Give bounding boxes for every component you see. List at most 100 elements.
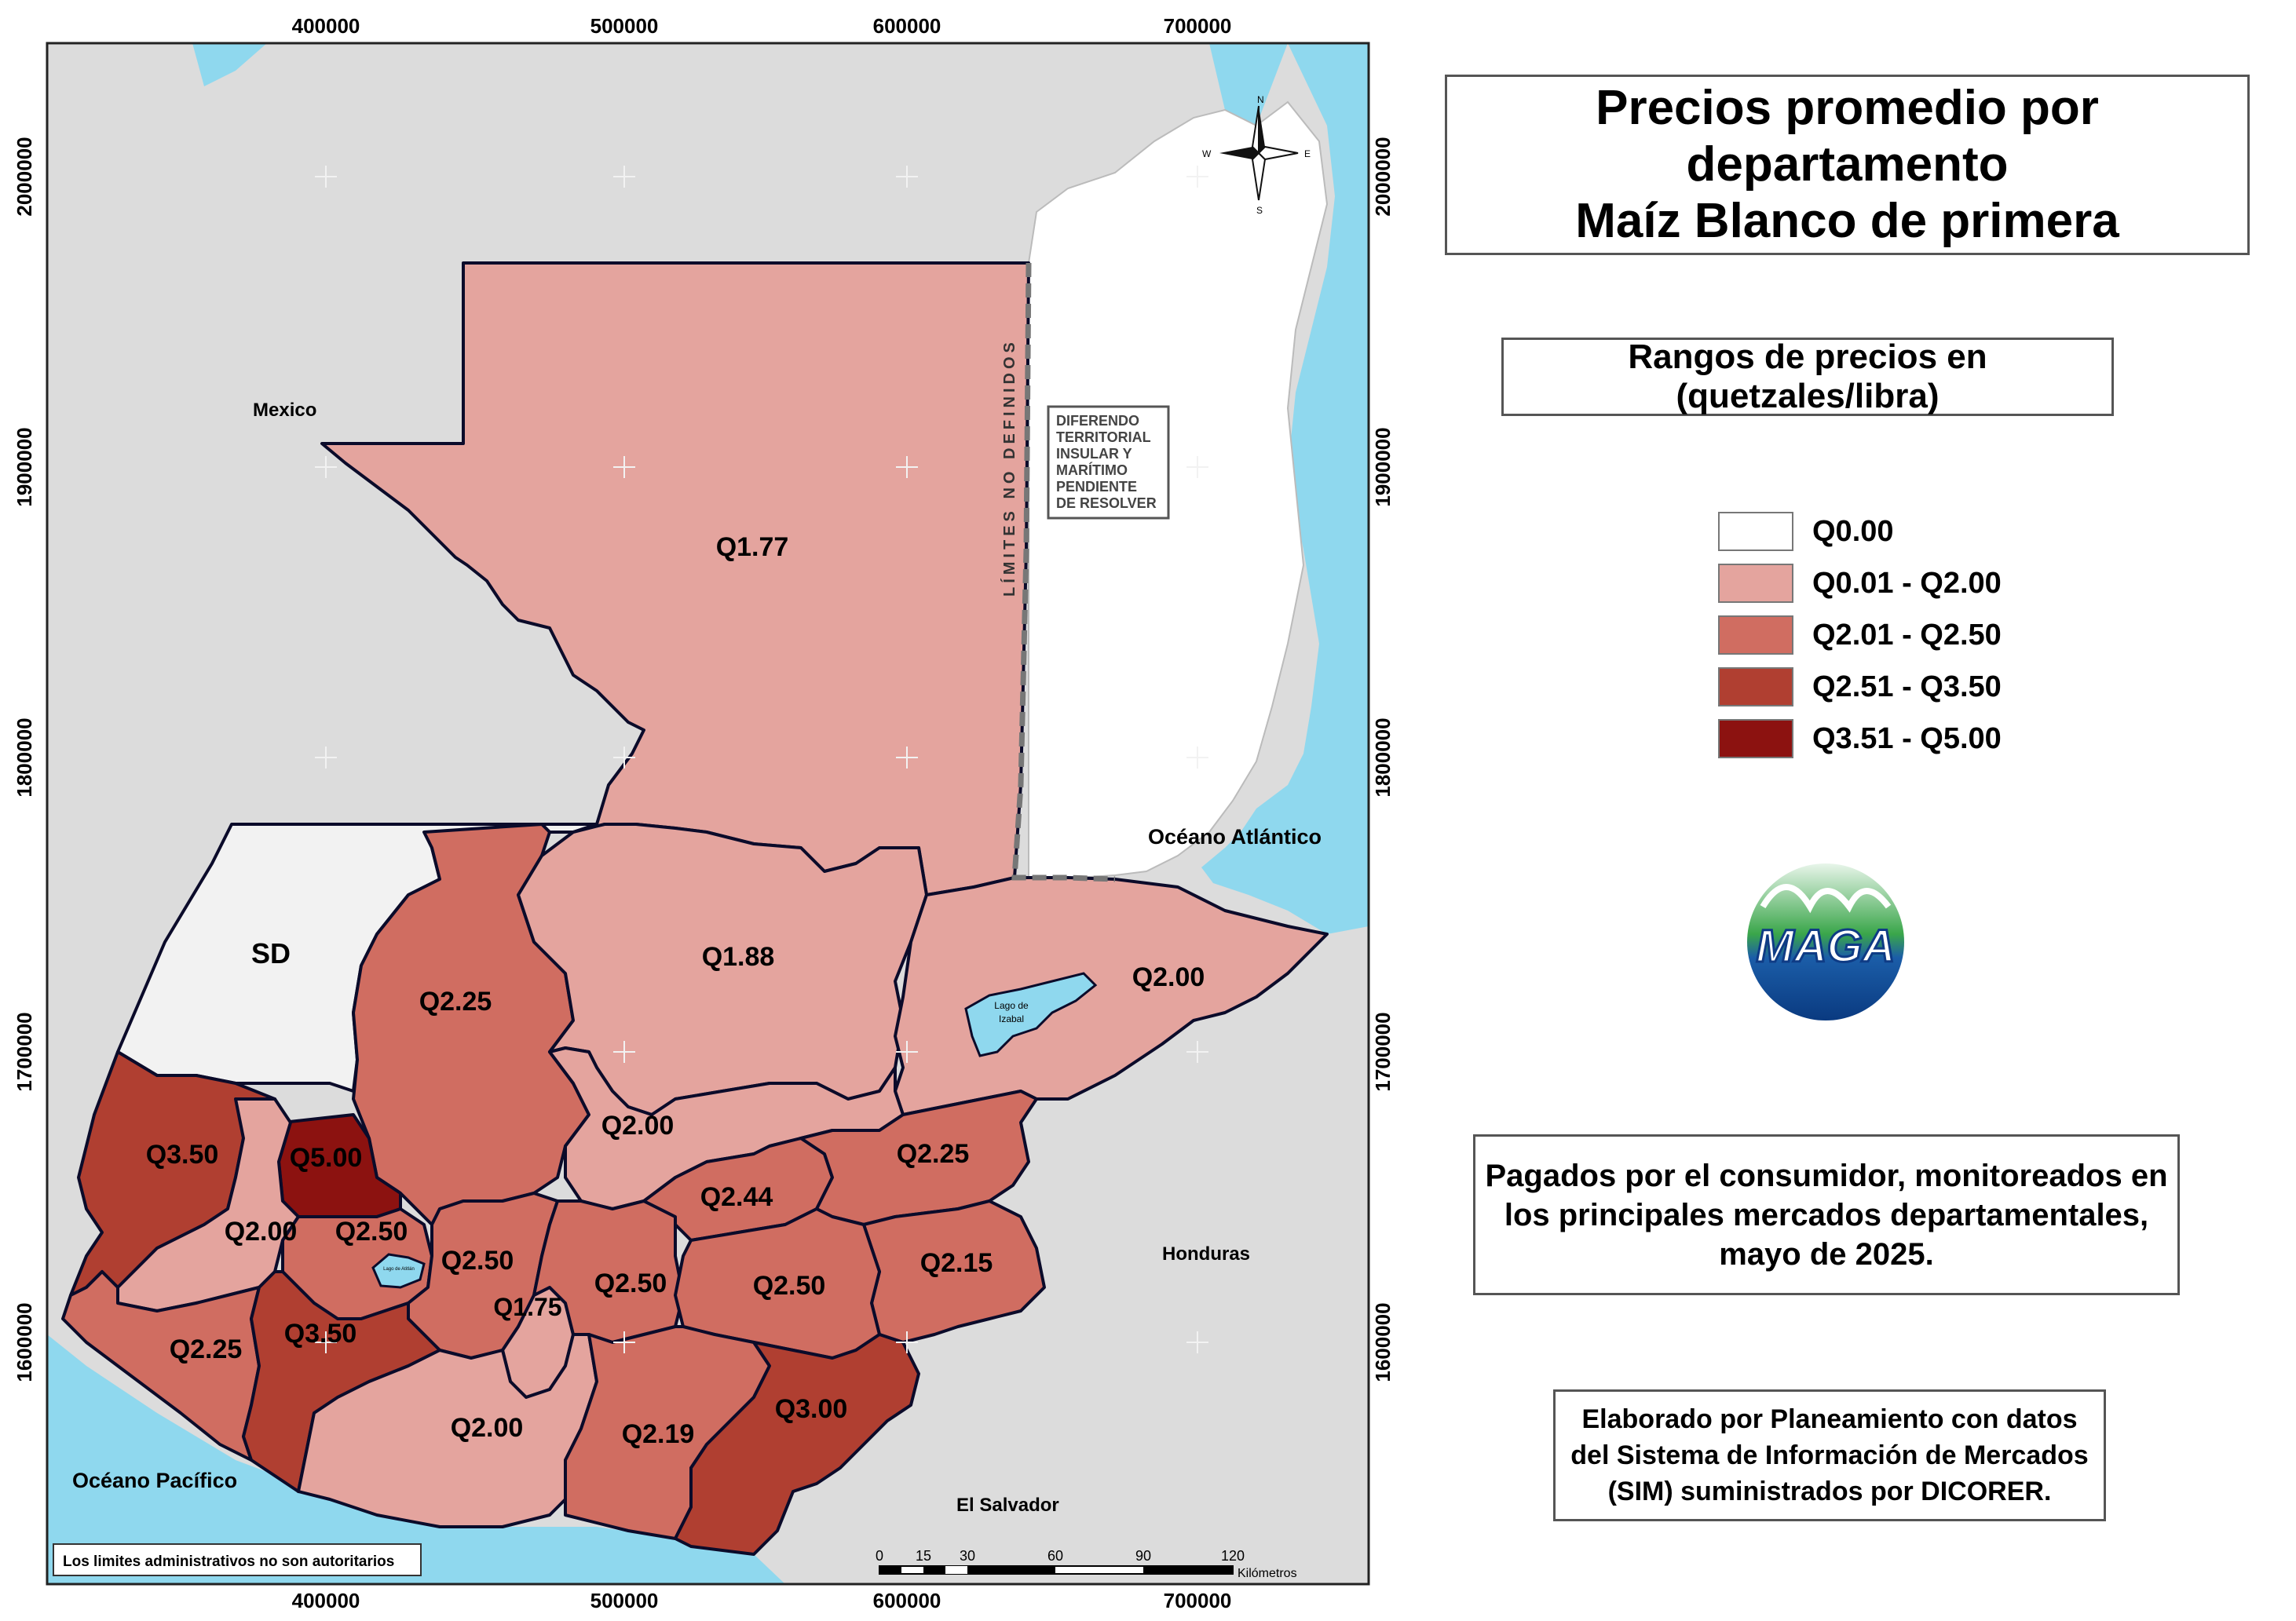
- legend: Q0.00 Q0.01 - Q2.00 Q2.01 - Q2.50 Q2.51 …: [1718, 506, 2002, 765]
- dispute-line: DIFERENDO: [1056, 413, 1139, 429]
- y-tick-left: 1600000: [13, 1302, 36, 1382]
- legend-swatch: [1718, 719, 1793, 758]
- x-tick-top: 700000: [1164, 14, 1232, 38]
- price-label: Q2.44: [700, 1182, 773, 1212]
- y-tick-left: 1900000: [13, 427, 36, 506]
- disclaimer-text: Los limites administrativos no son autor…: [63, 1553, 394, 1570]
- belize-coast-water: [1209, 43, 1288, 126]
- department-labels: Q1.77 SD Q2.25 Q1.88 Q2.00 Q2.00 Q3.50 Q5.00 Q2.…: [146, 532, 1205, 1449]
- scale-tick: 30: [960, 1548, 975, 1564]
- price-label: Q1.75: [493, 1293, 561, 1321]
- price-label: Q2.50: [753, 1271, 826, 1301]
- x-tick-top: 600000: [873, 14, 941, 38]
- price-label: Q2.50: [335, 1217, 408, 1247]
- department-jutiapa: [674, 1333, 920, 1556]
- legend-label: Q2.51 - Q3.50: [1812, 670, 2002, 703]
- price-label: Q2.25: [897, 1139, 970, 1169]
- limits-undefined-text: LÍMITES NO DEFINIDOS: [1000, 338, 1018, 597]
- departments-layer: [61, 261, 1329, 1556]
- caribbean-sea: [1201, 43, 1369, 934]
- compass-e: E: [1304, 148, 1311, 159]
- credit-line-1: Elaborado por Planeamiento con datos: [1581, 1404, 2078, 1434]
- price-label: Q2.00: [1132, 962, 1205, 992]
- x-tick-top: 400000: [292, 14, 360, 38]
- y-tick-left: 1700000: [13, 1012, 36, 1091]
- logo-text: MAGA: [1756, 921, 1895, 972]
- info-line-2: los principales mercados departamentales…: [1504, 1197, 2149, 1232]
- scale-unit: Kilómetros: [1238, 1567, 1297, 1580]
- info-line-1: Pagados por el consumidor, monitoreados …: [1485, 1158, 2168, 1193]
- x-tick-bottom: 500000: [590, 1589, 659, 1612]
- y-tick-right: 1600000: [1371, 1302, 1395, 1382]
- y-tick-right: 1900000: [1371, 427, 1395, 506]
- legend-item: Q2.01 - Q2.50: [1718, 609, 2002, 661]
- legend-label: Q2.01 - Q2.50: [1812, 618, 2002, 652]
- dispute-box: [1047, 405, 1170, 520]
- range-heading-box: Rangos de precios en (quetzales/libra): [1501, 338, 2114, 416]
- maga-logo: MAGA: [1747, 863, 1904, 1020]
- price-label: Q3.50: [146, 1140, 219, 1170]
- label-lago-izabal-2: Izabal: [999, 1013, 1024, 1024]
- price-label: Q2.00: [601, 1111, 675, 1141]
- scale-bar: 0 15 30 60 90 120 Kilómetros: [876, 1548, 1297, 1580]
- range-heading: Rangos de precios en (quetzales/libra): [1628, 338, 1987, 415]
- price-label: Q3.50: [284, 1319, 357, 1349]
- price-label: Q2.25: [419, 987, 492, 1017]
- price-label: Q2.50: [441, 1246, 514, 1276]
- price-label: Q3.00: [775, 1394, 848, 1424]
- north-arrow-icon: N S E W: [1202, 94, 1311, 216]
- graticule: [315, 166, 1208, 1353]
- legend-swatch: [1718, 564, 1793, 603]
- dispute-line: MARÍTIMO: [1056, 462, 1128, 478]
- legend-label: Q0.01 - Q2.00: [1812, 566, 2002, 600]
- label-lago-izabal-1: Lago de: [994, 1000, 1029, 1011]
- label-mexico: Mexico: [253, 400, 316, 421]
- pacific-ocean: [47, 1334, 785, 1584]
- department-izabal: [894, 876, 1329, 1116]
- y-tick-right: 2000000: [1371, 137, 1395, 216]
- price-label: Q2.50: [594, 1269, 667, 1298]
- info-box: Pagados por el consumidor, monitoreados …: [1473, 1134, 2180, 1295]
- legend-swatch: [1718, 512, 1793, 551]
- dispute-line: INSULAR Y: [1056, 446, 1132, 462]
- legend-item: Q0.00: [1718, 506, 2002, 557]
- price-label: SD: [251, 937, 291, 969]
- scale-tick: 60: [1047, 1548, 1063, 1564]
- title-line-1: Precios promedio por departamento: [1596, 81, 2099, 192]
- label-lago-atitlan: Lago de Atitlán: [383, 1267, 415, 1272]
- compass-w: W: [1202, 148, 1212, 159]
- y-tick-left: 2000000: [13, 137, 36, 216]
- credit-line-2: del Sistema de Información de Mercados: [1570, 1440, 2089, 1470]
- price-label: Q1.77: [716, 532, 789, 562]
- label-oceano-atlantico: Océano Atlántico: [1148, 825, 1322, 849]
- title-line-2: Maíz Blanco de primera: [1575, 194, 2119, 248]
- legend-swatch: [1718, 667, 1793, 706]
- map-border: [46, 42, 1370, 1586]
- legend-item: Q2.51 - Q3.50: [1718, 661, 2002, 713]
- scale-tick: 120: [1221, 1548, 1245, 1564]
- scale-tick: 90: [1135, 1548, 1151, 1564]
- label-honduras: Honduras: [1162, 1243, 1250, 1265]
- price-label: Q2.00: [451, 1413, 524, 1443]
- lake-atitlan: [371, 1253, 426, 1289]
- credit-box: Elaborado por Planeamiento con datos del…: [1553, 1389, 2106, 1521]
- lake-izabal: [964, 972, 1098, 1057]
- label-el-salvador: El Salvador: [956, 1495, 1059, 1516]
- title-box: Precios promedio por departamento Maíz B…: [1445, 75, 2250, 255]
- belize-region: [1028, 100, 1329, 878]
- price-label: Q2.19: [622, 1419, 695, 1449]
- y-tick-left: 1800000: [13, 717, 36, 797]
- legend-label: Q3.51 - Q5.00: [1812, 721, 2002, 755]
- price-label: Q1.88: [702, 942, 775, 972]
- axis-labels: 400000 400000 500000 500000 600000 600000 7000…: [13, 14, 1395, 1612]
- dispute-line: DE RESOLVER: [1056, 495, 1157, 511]
- y-tick-right: 1800000: [1371, 717, 1395, 797]
- price-label: Q5.00: [290, 1143, 363, 1173]
- dispute-line: PENDIENTE: [1056, 479, 1137, 495]
- price-label: Q2.00: [225, 1217, 298, 1247]
- price-label: Q2.25: [170, 1334, 243, 1364]
- x-tick-bottom: 400000: [292, 1589, 360, 1612]
- disclaimer-box: [53, 1543, 422, 1576]
- y-tick-right: 1700000: [1371, 1012, 1395, 1091]
